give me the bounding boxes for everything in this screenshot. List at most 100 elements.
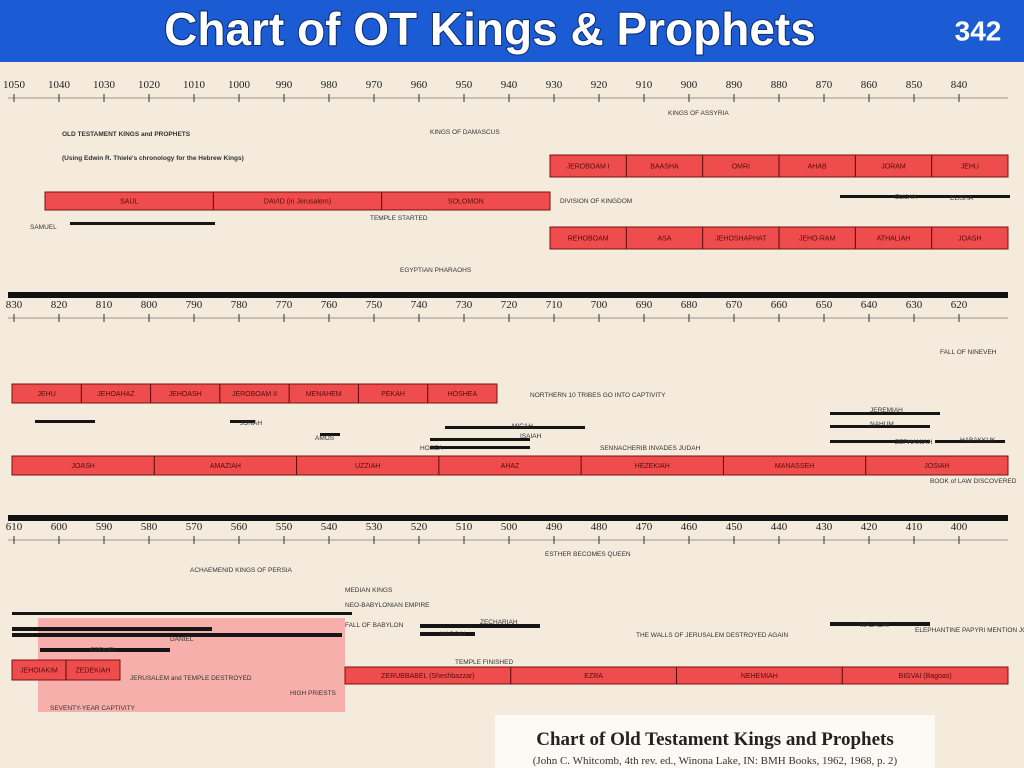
annotation: KINGS OF DAMASCUS [430,129,500,136]
king-name: MANASSEH [775,463,814,470]
annotation: (Using Edwin R. Thiele's chronology for … [62,155,244,162]
year-label: 450 [726,521,743,533]
year-label: 610 [6,521,23,533]
year-label: 420 [861,521,878,533]
annotation: ZECHARIAH [480,619,518,626]
year-label: 700 [591,299,608,311]
king-name: JOSIAH [924,463,949,470]
caption-citation: (John C. Whitcomb, 4th rev. ed., Winona … [533,755,898,767]
prophet-bar [830,440,930,443]
caption-title: Chart of Old Testament Kings and Prophet… [536,729,894,750]
year-label: 520 [411,521,428,533]
king-name: NEHEMIAH [741,673,778,680]
year-label: 480 [591,521,608,533]
year-label: 440 [771,521,788,533]
king-name: AHAB [808,164,827,171]
year-label: 910 [636,79,653,91]
year-label: 770 [276,299,293,311]
year-label: 790 [186,299,203,311]
year-label: 600 [51,521,68,533]
annotation: ELEPHANTINE PAPYRI MENTION JOHANAN AS HI… [915,627,1024,634]
king-name: HOSHEA [448,391,478,398]
year-label: 730 [456,299,473,311]
annotation: SENNACHERIB INVADES JUDAH [600,445,701,452]
annotation: FALL OF NINEVEH [940,349,997,356]
annotation: DANIEL [170,636,194,643]
prophet-bar [840,195,1010,198]
annotation: TEMPLE STARTED [370,215,428,222]
king-name: REHOBOAM [568,236,609,243]
year-label: 830 [6,299,23,311]
king-name: OMRI [732,164,750,171]
year-label: 620 [951,299,968,311]
annotation: FALL OF BABYLON [345,622,404,629]
year-label: 570 [186,521,203,533]
annotation: ELIJAH [895,194,917,201]
year-label: 840 [951,79,968,91]
king-name: ASA [657,236,671,243]
king-name: JEHOSHAPHAT [715,236,767,243]
annotation: OLD TESTAMENT KINGS and PROPHETS [62,131,191,138]
year-label: 470 [636,521,653,533]
king-name: EZRA [584,673,603,680]
year-label: 1020 [138,79,161,91]
annotation: NAHUM [870,421,894,428]
year-label: 750 [366,299,383,311]
year-label: 940 [501,79,518,91]
year-label: 590 [96,521,113,533]
year-label: 720 [501,299,518,311]
year-label: 410 [906,521,923,533]
king-name: JEROBOAM I [567,164,610,171]
king-name: JORAM [881,164,906,171]
annotation: JERUSALEM and TEMPLE DESTROYED [130,675,252,682]
annotation: JONAH [240,420,262,427]
king-name: JEHOAHAZ [97,391,135,398]
year-label: 990 [276,79,293,91]
year-label: 1050 [3,79,26,91]
prophet-bar [445,426,585,429]
prophet-bar [830,622,930,626]
king-name: JEHU [961,164,979,171]
annotation: ESTHER BECOMES QUEEN [545,551,631,558]
year-label: 800 [141,299,158,311]
year-label: 550 [276,521,293,533]
reign-bar [11,455,1009,476]
annotation: ACHAEMENID KINGS OF PERSIA [190,567,293,574]
prophet-bar [12,627,212,631]
year-label: 920 [591,79,608,91]
title-bar [0,0,1024,62]
year-label: 810 [96,299,113,311]
year-label: 430 [816,521,833,533]
king-name: BAASHA [650,164,679,171]
king-name: SAUL [120,199,138,206]
annotation: TEMPLE FINISHED [455,659,513,666]
prophet-bar [935,440,1005,443]
caption-box [495,715,935,768]
year-label: 1010 [183,79,206,91]
annotation: MALACHI [860,622,889,629]
year-label: 930 [546,79,563,91]
year-label: 900 [681,79,698,91]
year-label: 500 [501,521,518,533]
king-name: SOLOMON [448,199,484,206]
annotation: DIVISION OF KINGDOM [560,198,632,205]
king-name: JEROBOAM II [232,391,277,398]
annotation: EGYPTIAN PHARAOHS [400,267,472,274]
king-name: ZERUBBABEL (Sheshbazzar) [381,673,475,680]
year-label: 560 [231,521,248,533]
king-name: JOASH [71,463,94,470]
year-label: 510 [456,521,473,533]
year-label: 1040 [48,79,71,91]
page-number: 342 [955,15,1002,46]
year-label: 740 [411,299,428,311]
year-label: 850 [906,79,923,91]
annotation: HIGH PRIESTS [290,690,337,697]
annotation: ISAIAH [520,433,542,440]
annotation: SAMUEL [30,224,57,231]
king-name: JEHOASH [169,391,202,398]
reign-bar [44,191,551,211]
annotation: HABAKKUK [960,437,996,444]
prophet-bar [430,446,530,449]
year-label: 540 [321,521,338,533]
